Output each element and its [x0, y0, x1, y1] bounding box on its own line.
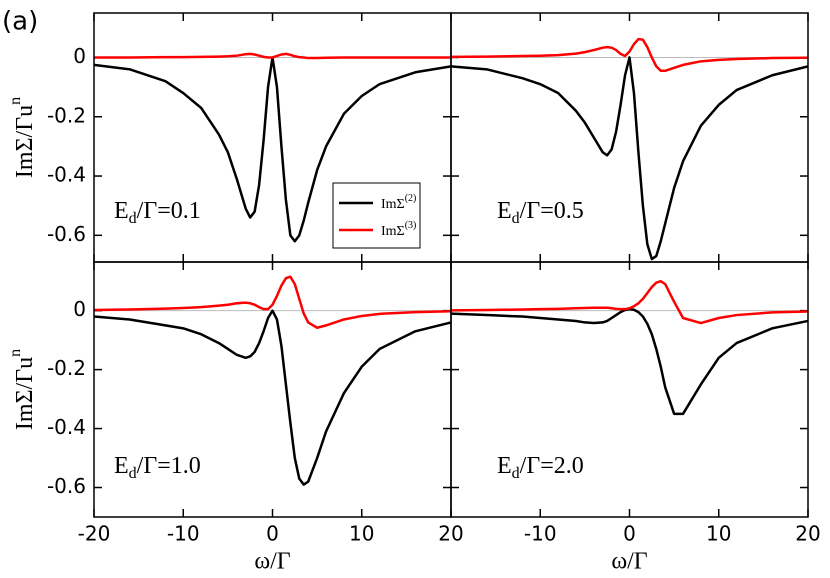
series-line: [450, 56, 809, 261]
annotation-main: E: [497, 453, 512, 479]
annotation: Ed/Γ=0.1: [114, 198, 201, 227]
panel-frame: [93, 261, 452, 518]
y-tick-label: -0.2: [47, 356, 86, 380]
legend-box: [332, 182, 421, 249]
annotation-sub: d: [512, 465, 520, 482]
series-line: [93, 309, 452, 486]
y-label-sup: n: [7, 349, 24, 357]
y-tick-label: -0.4: [47, 163, 86, 187]
annotation-rest: /Γ=2.0: [520, 453, 584, 479]
y-axis-label: ImΣ/Γun: [7, 349, 38, 430]
y-axis-label: ImΣ/Γun: [7, 97, 38, 178]
annotation-rest: /Γ=1.0: [137, 453, 201, 479]
annotation: Ed/Γ=2.0: [497, 453, 584, 482]
annotation-sub: d: [129, 210, 137, 227]
x-axis-label: ω/Γ: [611, 549, 647, 575]
legend-label: ImΣ(2): [381, 193, 416, 212]
y-tick-label: -0.6: [47, 222, 86, 246]
series-line: [450, 37, 809, 73]
series-line: [450, 307, 809, 416]
annotation-main: E: [114, 453, 129, 479]
x-axis-label: ω/Γ: [254, 549, 290, 575]
y-tick-label: 0: [73, 44, 86, 68]
annotation-main: E: [114, 198, 129, 224]
x-tick-label: 20: [795, 522, 820, 546]
annotation-main: E: [497, 198, 512, 224]
series-line: [93, 56, 452, 243]
x-tick-label: 10: [706, 522, 731, 546]
y-label-main: ImΣ/Γu: [12, 357, 38, 430]
series-line: [94, 52, 451, 60]
y-label-sup: n: [7, 97, 24, 105]
annotation-sub: d: [129, 465, 137, 482]
x-tick-label: 0: [266, 522, 279, 546]
legend-name: ImΣ: [381, 224, 405, 239]
y-tick-label: -0.4: [47, 415, 86, 439]
legend-sup: (2): [405, 193, 417, 204]
x-tick-label: 20: [438, 522, 463, 546]
legend-sup: (3): [405, 220, 417, 231]
series-line: [450, 279, 809, 325]
legend-name: ImΣ: [381, 197, 405, 212]
annotation-sub: d: [512, 210, 520, 227]
annotation-rest: /Γ=0.1: [137, 198, 201, 224]
x-tick-label: 10: [349, 522, 374, 546]
y-label-main: ImΣ/Γu: [12, 105, 38, 178]
x-tick-label: -20: [78, 522, 111, 546]
panel-label: (a): [2, 7, 38, 37]
y-tick-label: -0.2: [47, 103, 86, 127]
annotation-rest: /Γ=0.5: [520, 198, 584, 224]
y-tick-label: 0: [73, 297, 86, 321]
annotation: Ed/Γ=1.0: [114, 453, 201, 482]
x-tick-label: 0: [623, 522, 636, 546]
panel-frame: [450, 261, 809, 518]
annotation: Ed/Γ=0.5: [497, 198, 584, 227]
series-line: [93, 275, 452, 329]
legend-label: ImΣ(3): [381, 220, 416, 239]
y-tick-label: -0.6: [47, 474, 86, 498]
x-tick-label: -10: [167, 522, 200, 546]
x-tick-label: -10: [524, 522, 557, 546]
